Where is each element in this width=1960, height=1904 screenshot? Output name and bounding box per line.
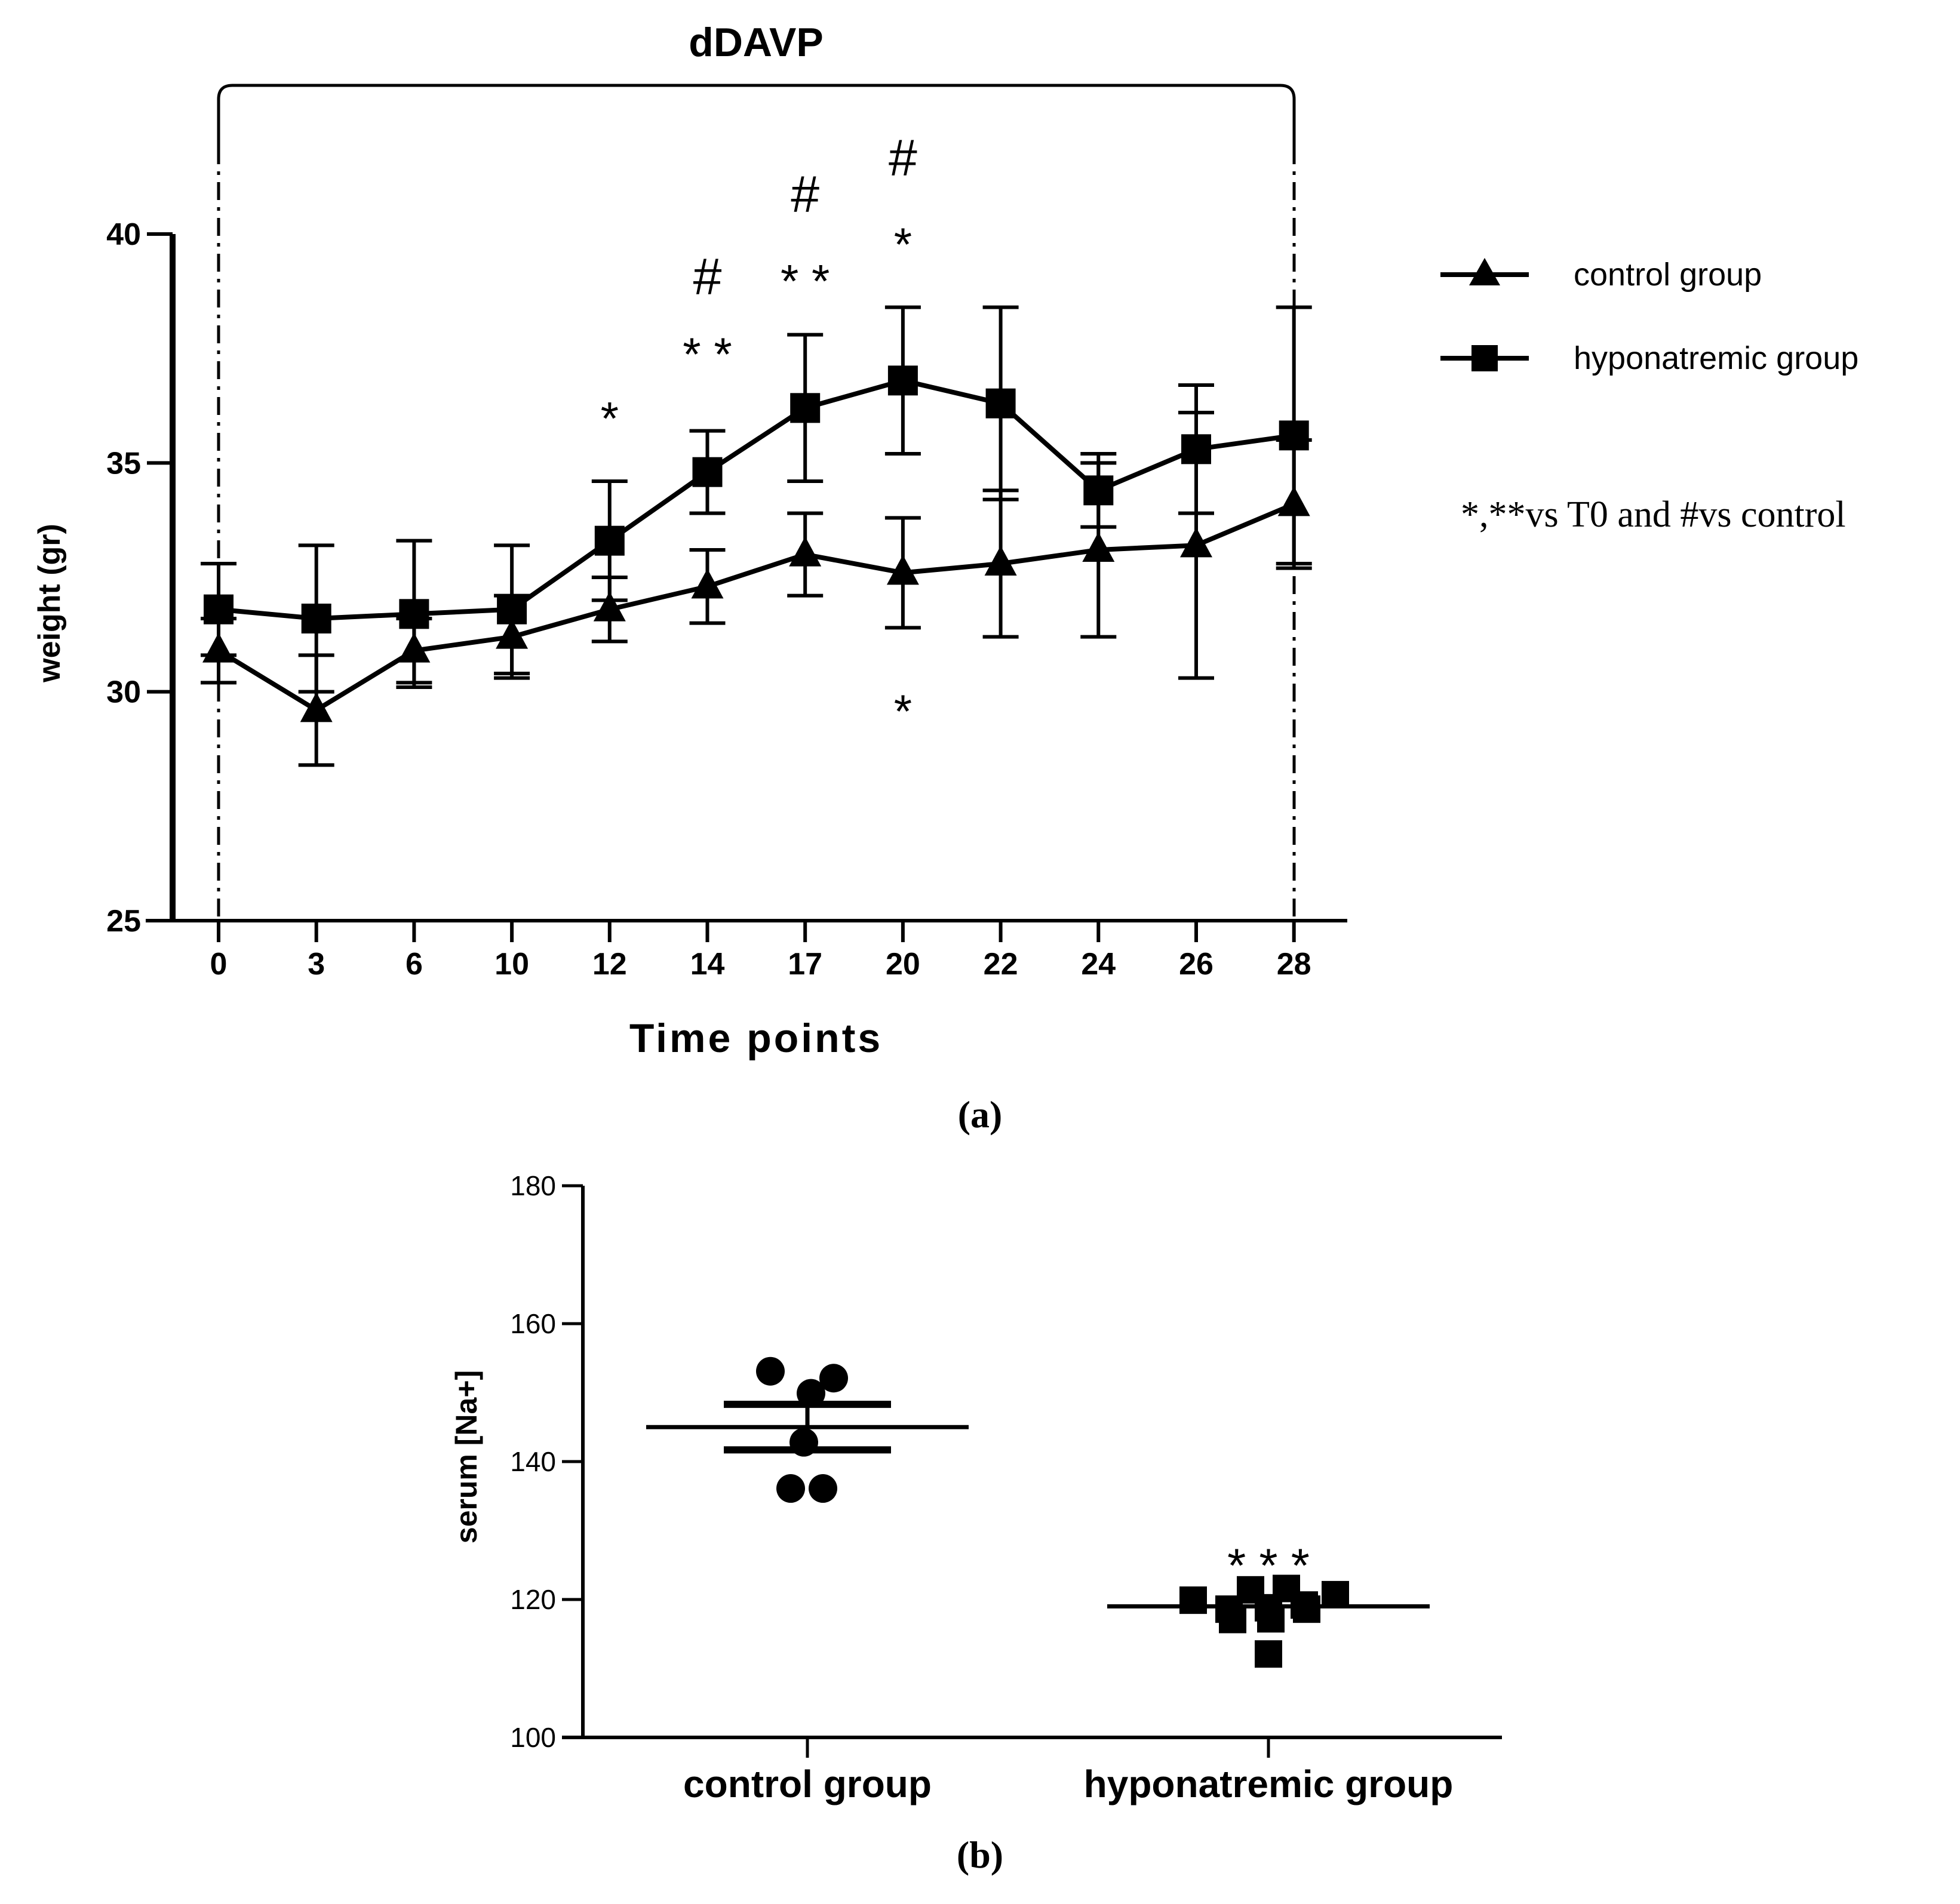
data-point-hyponatremic (1083, 475, 1114, 506)
y-tick-label-a: 35 (106, 446, 141, 481)
y-tick-label-a: 25 (106, 904, 141, 939)
y-tick-label-b: 100 (510, 1722, 556, 1753)
data-point-control (819, 1364, 848, 1393)
data-point-hyponatremic (1181, 434, 1211, 465)
asterisk-mark: * * (683, 328, 732, 380)
legend-triangle-icon (1469, 258, 1500, 285)
data-point-hyponatremic (887, 365, 918, 396)
x-tick-label-a: 10 (494, 947, 529, 982)
data-point-control (809, 1474, 837, 1503)
x-tick-label-a: 0 (210, 947, 228, 982)
data-point-control (1082, 532, 1115, 562)
x-axis-label-a: Time points (629, 1016, 883, 1061)
data-point-hyponatremic (1322, 1580, 1349, 1608)
data-point-control (1180, 527, 1212, 558)
data-point-control (797, 1379, 825, 1408)
x-tick-label-a: 28 (1277, 947, 1311, 982)
error-bars-a (201, 305, 1312, 767)
y-tick-label-b: 180 (510, 1170, 556, 1201)
data-point-hyponatremic (399, 599, 429, 629)
series-lines-a (217, 378, 1295, 713)
data-point-hyponatremic (204, 594, 234, 625)
data-point-control (593, 591, 626, 622)
hash-mark: # (791, 166, 819, 223)
x-tick-label-a: 20 (886, 947, 920, 982)
legend-label-hyponatremic: hyponatremic group (1574, 340, 1858, 376)
legend-item-hyponatremic: hyponatremic group (1440, 340, 1858, 376)
data-point-hyponatremic (497, 594, 527, 625)
legend-label-control: control group (1574, 257, 1762, 293)
panel-b: 100 120 140 160 180 control group hyponatremi… (450, 1170, 1502, 1876)
panel-a: dDAVP 25 30 35 40 0 3 6 10 12 14 17 20 22 24 26 28 wei… (32, 20, 1858, 1136)
data-point-control (886, 555, 919, 585)
asterisk-mark: * * (781, 254, 830, 307)
significance-note: *,**vs T0 and #vs control (1461, 494, 1846, 535)
y-axis-label-b: serum [Na+] (450, 1370, 483, 1543)
x-tick-label-b: control group (683, 1762, 932, 1805)
legend-item-control: control group (1440, 257, 1762, 293)
x-tick-label-a: 6 (405, 947, 423, 982)
significance-marks-a: * * * # * * # * # * (601, 129, 917, 737)
series-line-hyponatremic (218, 378, 1295, 621)
x-tick-label-a: 12 (592, 947, 627, 982)
data-point-hyponatremic (1179, 1586, 1207, 1614)
data-point-control (300, 692, 333, 722)
data-point-control (1277, 486, 1310, 516)
hash-mark: # (889, 129, 917, 186)
x-tick-label-a: 22 (984, 947, 1018, 982)
x-tick-label-b: hyponatremic group (1084, 1762, 1454, 1805)
data-point-hyponatremic (594, 525, 625, 556)
data-point-hyponatremic (301, 604, 331, 633)
data-point-control (756, 1357, 785, 1386)
x-tick-label-a: 14 (690, 947, 725, 982)
data-point-control (398, 632, 431, 663)
y-tick-label-a: 40 (106, 217, 141, 252)
asterisk-mark: * * * (1227, 1539, 1310, 1592)
data-point-control (496, 619, 529, 649)
y-ticks-b: 100 120 140 160 180 (510, 1170, 583, 1753)
panel-label-b: (b) (957, 1834, 1003, 1876)
y-axis-label-a: weight (gr) (32, 524, 67, 683)
data-point-hyponatremic (790, 393, 821, 423)
panel-label-a: (a) (958, 1093, 1003, 1136)
data-point-control (789, 536, 822, 567)
ddavp-bracket (217, 84, 1296, 149)
x-tick-label-a: 3 (308, 947, 325, 982)
x-tick-label-a: 17 (788, 947, 822, 982)
data-point-control (691, 568, 724, 599)
asterisk-mark: * (601, 392, 619, 444)
series-markers-a (202, 365, 1310, 722)
legend-a: control group hyponatremic group *,**vs … (1440, 257, 1858, 535)
y-tick-label-b: 120 (510, 1584, 556, 1615)
y-tick-label-a: 30 (106, 675, 141, 710)
hash-mark: # (693, 248, 722, 306)
ddavp-title: dDAVP (689, 20, 823, 65)
y-tick-label-b: 160 (510, 1308, 556, 1339)
asterisk-mark: * (894, 685, 912, 737)
y-ticks-a: 25 30 35 40 (106, 217, 173, 939)
data-point-hyponatremic (985, 388, 1016, 419)
data-point-hyponatremic (1257, 1605, 1285, 1633)
x-ticks-b: control group hyponatremic group (683, 1737, 1453, 1805)
data-point-hyponatremic (1255, 1640, 1282, 1668)
data-point-hyponatremic (1219, 1605, 1246, 1634)
mean-sem-bars-b (646, 1401, 1430, 1609)
asterisk-mark: * (894, 218, 912, 270)
x-tick-label-a: 26 (1179, 947, 1214, 982)
legend-square-icon (1471, 345, 1498, 371)
x-ticks-a: 0 3 6 10 12 14 17 20 22 24 26 28 (210, 921, 1311, 982)
data-point-control (776, 1474, 805, 1503)
x-tick-label-a: 24 (1081, 947, 1116, 982)
significance-marks-b: * * * (1227, 1539, 1310, 1592)
data-point-hyponatremic (1293, 1595, 1320, 1623)
series-line-control (217, 502, 1295, 713)
data-point-hyponatremic (1279, 420, 1309, 451)
data-point-control (984, 546, 1017, 576)
data-point-control (202, 632, 235, 663)
y-tick-label-b: 140 (510, 1446, 556, 1477)
data-point-hyponatremic (692, 457, 723, 487)
